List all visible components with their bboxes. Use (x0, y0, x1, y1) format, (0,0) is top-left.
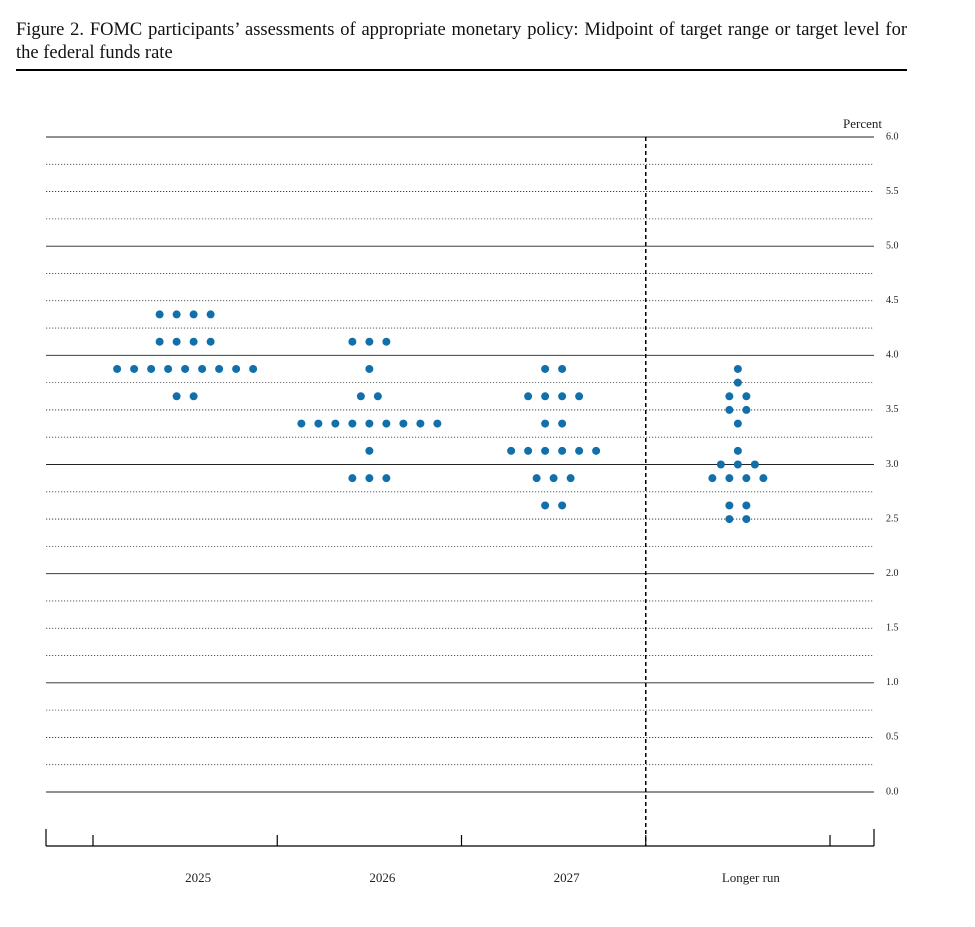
dot (365, 337, 374, 346)
dot (189, 392, 198, 401)
dot (759, 474, 768, 483)
dot (172, 337, 181, 346)
dot (733, 446, 742, 455)
y-tick-label: 0.5 (886, 732, 899, 743)
dot (155, 337, 164, 346)
dot (716, 460, 725, 469)
dot (416, 419, 425, 428)
dot (147, 364, 156, 373)
dot (365, 446, 374, 455)
dot (113, 364, 122, 373)
x-tick-label: 2027 (554, 870, 581, 885)
x-tick-label: 2025 (185, 870, 211, 885)
dot (750, 460, 759, 469)
dot (365, 474, 374, 483)
dot (314, 419, 323, 428)
y-tick-label: 2.5 (886, 513, 899, 524)
dot (558, 364, 567, 373)
dot (708, 474, 717, 483)
dot (172, 310, 181, 319)
dot (206, 337, 215, 346)
dot (541, 501, 550, 510)
dot (742, 501, 751, 510)
dot (356, 392, 365, 401)
dot (742, 515, 751, 524)
y-tick-label: 4.5 (886, 295, 899, 306)
dot (382, 337, 391, 346)
dot (433, 419, 442, 428)
dot (558, 392, 567, 401)
dot (365, 419, 374, 428)
dot (348, 337, 357, 346)
dot (532, 474, 541, 483)
dot (348, 419, 357, 428)
dot (164, 364, 173, 373)
dot (541, 392, 550, 401)
dot (365, 364, 374, 373)
dot (373, 392, 382, 401)
dot (742, 474, 751, 483)
dot (130, 364, 139, 373)
y-axis-label: Percent (843, 116, 882, 131)
dot (733, 460, 742, 469)
dot (725, 515, 734, 524)
y-tick-label: 5.0 (886, 240, 899, 251)
y-tick-label: 4.0 (886, 350, 899, 361)
dot (742, 392, 751, 401)
dot (575, 392, 584, 401)
dot (733, 378, 742, 387)
dot (566, 474, 575, 483)
dot (524, 392, 533, 401)
dot (348, 474, 357, 483)
dot (172, 392, 181, 401)
y-tick-label: 1.5 (886, 623, 899, 634)
dot (733, 364, 742, 373)
y-tick-label: 3.5 (886, 404, 899, 415)
dot (725, 474, 734, 483)
y-tick-label: 2.0 (886, 568, 899, 579)
dot (382, 419, 391, 428)
dot (331, 419, 340, 428)
dot (189, 310, 198, 319)
dot (181, 364, 190, 373)
dot (399, 419, 408, 428)
dot (592, 446, 601, 455)
dot (725, 392, 734, 401)
y-tick-label: 6.0 (886, 131, 899, 142)
dot (725, 501, 734, 510)
dot (558, 419, 567, 428)
dot (541, 364, 550, 373)
dot (382, 474, 391, 483)
dot (297, 419, 306, 428)
dot (189, 337, 198, 346)
y-tick-label: 5.5 (886, 186, 899, 197)
chart-title: Figure 2. FOMC participants’ assessments… (16, 20, 907, 63)
dot (206, 310, 215, 319)
dot (524, 446, 533, 455)
dot (541, 446, 550, 455)
dot (198, 364, 207, 373)
x-tick-label: Longer run (722, 870, 781, 885)
dot (742, 405, 751, 414)
dot (575, 446, 584, 455)
dot (558, 446, 567, 455)
dot (558, 501, 567, 510)
dot (507, 446, 516, 455)
x-tick-label: 2026 (369, 870, 396, 885)
dot (733, 419, 742, 428)
y-tick-label: 1.0 (886, 677, 899, 688)
dot (155, 310, 164, 319)
dot (249, 364, 258, 373)
dot (215, 364, 224, 373)
dot (725, 405, 734, 414)
dot (541, 419, 550, 428)
dot (232, 364, 241, 373)
y-tick-label: 0.0 (886, 786, 899, 797)
y-tick-label: 3.0 (886, 459, 899, 470)
dot (549, 474, 558, 483)
